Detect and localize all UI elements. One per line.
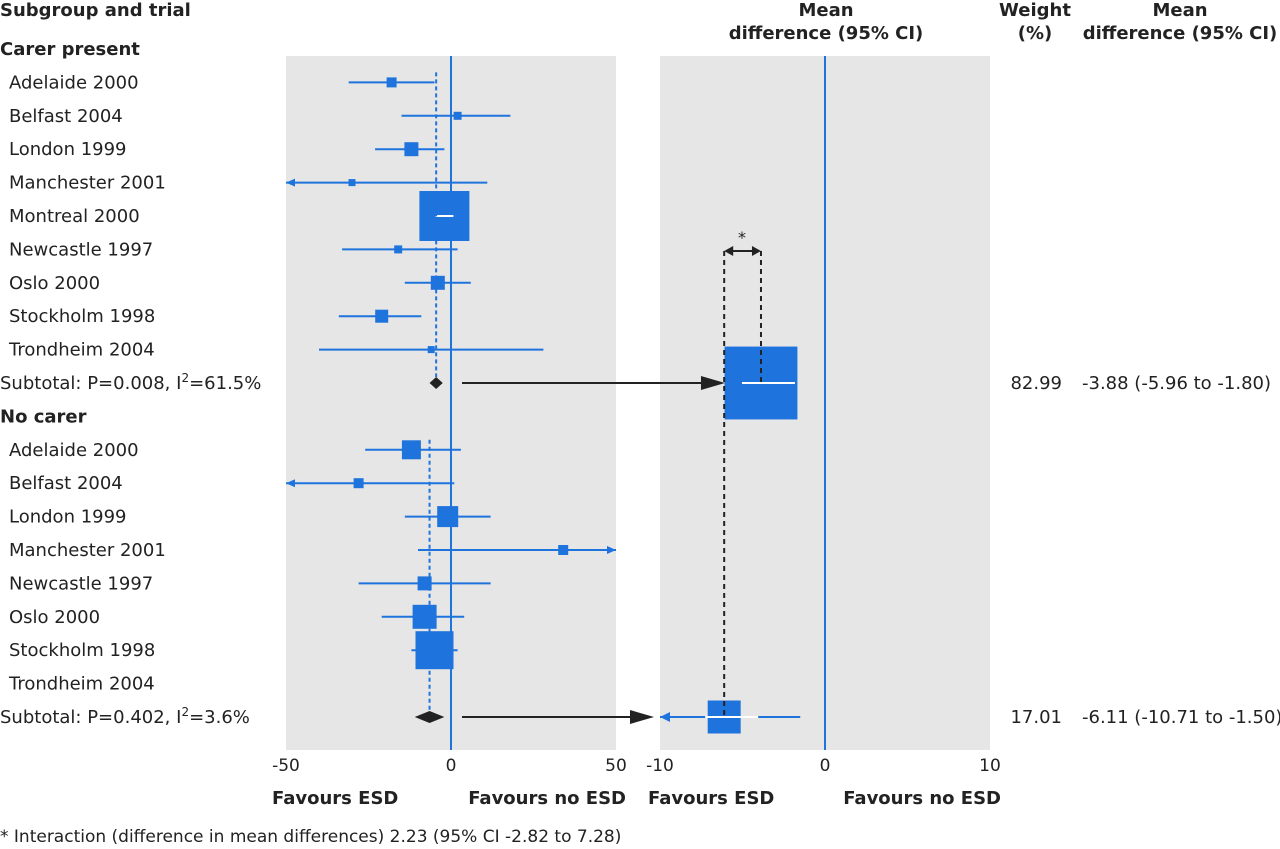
md-ci-value: -3.88 (-5.96 to -1.80) (1082, 373, 1271, 394)
subtotal-label: Subtotal: P=0.008, I2=61.5% (0, 371, 261, 394)
weight-value: 17.01 (1010, 707, 1062, 728)
study-point (375, 309, 389, 323)
study-point (412, 604, 437, 629)
header-md2-line1: Mean (1152, 0, 1207, 21)
group-label: Carer present (0, 39, 140, 60)
connector-arrowhead (630, 710, 654, 724)
x-tick-label: -50 (272, 756, 300, 776)
study-label: Oslo 2000 (9, 273, 100, 294)
study-label: Trondheim 2004 (8, 674, 155, 695)
header-md2-line2: difference (95% CI) (1083, 23, 1278, 44)
study-label: Newcastle 1997 (9, 573, 153, 594)
interaction-arrow-right (751, 246, 761, 256)
favours-right-label: Favours no ESD (468, 788, 626, 809)
header-md-line2: difference (95% CI) (729, 23, 924, 44)
weight-value: 82.99 (1010, 373, 1062, 394)
study-label: Belfast 2004 (9, 473, 123, 494)
study-label: London 1999 (9, 507, 127, 528)
study-point (401, 440, 421, 460)
study-label: Stockholm 1998 (9, 306, 155, 327)
header-weight-line1: Weight (999, 0, 1071, 21)
x-tick-label: -10 (646, 756, 674, 776)
study-label: Belfast 2004 (9, 106, 123, 127)
study-point (558, 545, 569, 555)
subtotal-diamond (429, 377, 443, 389)
right-subgroup-panel (462, 56, 826, 750)
ci-left-arrow (286, 479, 295, 488)
study-point (415, 631, 454, 670)
header-subgroup: Subgroup and trial (0, 0, 191, 21)
study-point (430, 275, 445, 290)
favours-right-label: Favours no ESD (843, 788, 1001, 809)
x-tick-label: 0 (820, 756, 831, 776)
md-ci-value: -6.11 (-10.71 to -1.50) (1082, 707, 1280, 728)
study-point (417, 576, 432, 591)
x-tick-label: 50 (605, 756, 627, 776)
study-label: Montreal 2000 (9, 206, 140, 227)
footnote: * Interaction (difference in mean differ… (0, 827, 621, 847)
x-tick-label: 0 (446, 756, 457, 776)
study-point (453, 111, 462, 120)
interaction-asterisk: * (738, 228, 746, 247)
study-point (394, 245, 403, 254)
study-label: Newcastle 1997 (9, 239, 153, 260)
header-weight-line2: (%) (1018, 23, 1053, 44)
study-point (353, 478, 364, 489)
study-point (437, 506, 459, 528)
study-point (348, 179, 356, 187)
header-md-line1: Mean (798, 0, 853, 21)
study-label: Adelaide 2000 (9, 440, 139, 461)
row-labels: Carer present Adelaide 2000 Belfast 2004 Lo… (0, 39, 1280, 728)
ci-left-arrow (660, 712, 670, 722)
connector-arrowhead (700, 376, 725, 390)
group-label: No carer (0, 406, 87, 427)
study-label: London 1999 (9, 139, 127, 160)
favours-left-label: Favours ESD (648, 788, 774, 809)
study-label: Oslo 2000 (9, 607, 100, 628)
favours-left-label: Favours ESD (272, 788, 398, 809)
study-point (386, 77, 397, 88)
study-label: Stockholm 1998 (9, 640, 155, 661)
left-forest-panel (286, 56, 616, 750)
study-point (427, 346, 435, 354)
subtotal-diamond (414, 711, 445, 723)
study-point (404, 142, 419, 157)
ci-left-arrow (286, 178, 295, 187)
study-label: Trondheim 2004 (8, 340, 155, 361)
axis-labels: -50 0 50 -10 0 10 Favours ESD Favours no ESD Fav… (272, 756, 1001, 809)
study-label: Adelaide 2000 (9, 72, 139, 93)
study-label: Manchester 2001 (9, 540, 166, 561)
subtotal-label: Subtotal: P=0.402, I2=3.6% (0, 705, 250, 728)
study-label: Manchester 2001 (9, 173, 166, 194)
ci-right-arrow (607, 546, 616, 554)
x-tick-label: 10 (979, 756, 1001, 776)
interaction-arrow-left (724, 246, 734, 256)
